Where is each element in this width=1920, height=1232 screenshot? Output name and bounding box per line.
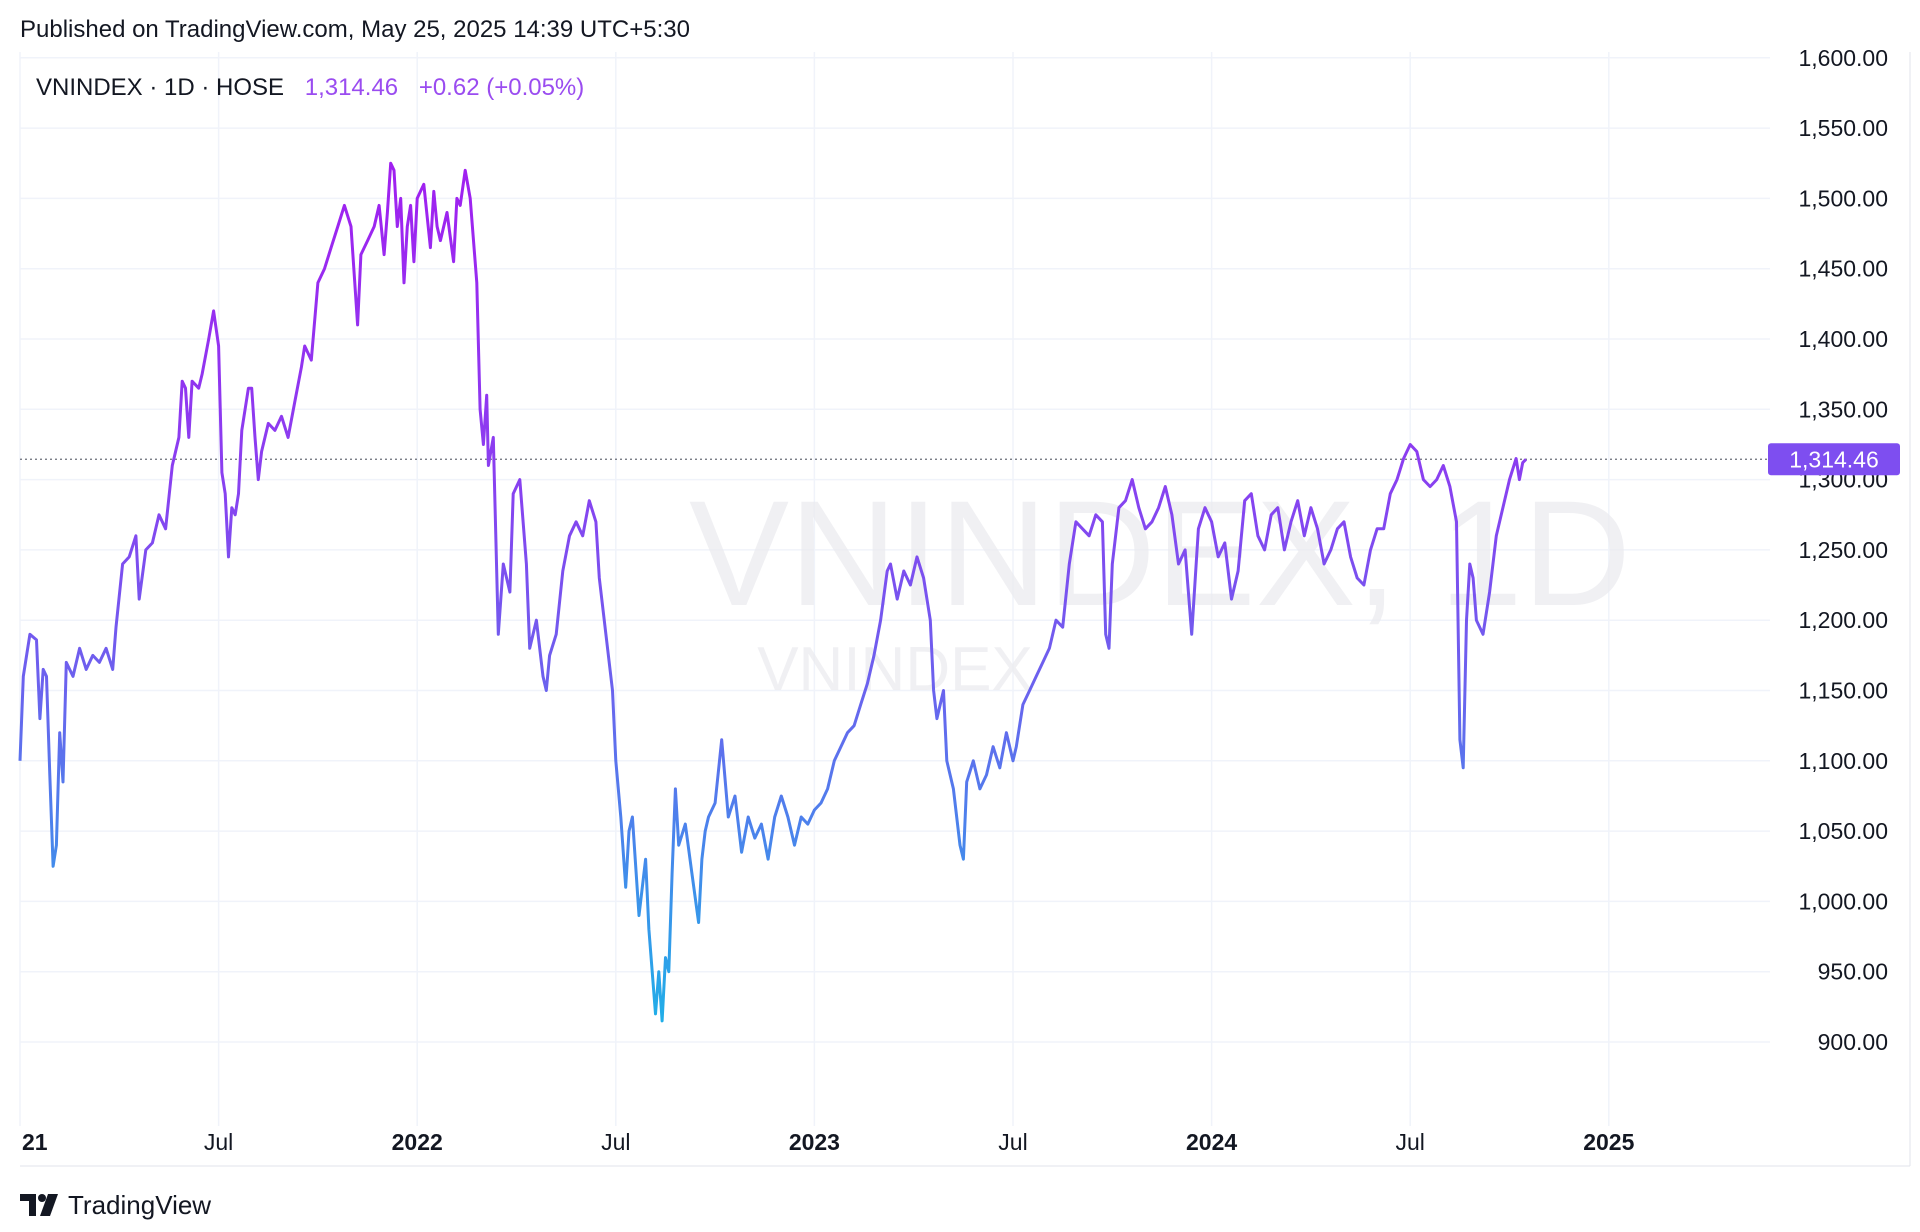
tradingview-logo[interactable]: TradingView [20, 1188, 211, 1222]
svg-text:VNINDEX · 1D · HOSE 1,31: VNINDEX · 1D · HOSE 1,314.46 +0.62 (+0.0… [36, 74, 584, 101]
x-tick-label: Jul [601, 1129, 630, 1155]
watermark: VNINDEX, 1D VNINDEX [689, 469, 1631, 704]
y-tick-label: 1,050.00 [1798, 818, 1888, 844]
y-tick-label: 900.00 [1818, 1029, 1888, 1055]
x-tick-label: 2023 [789, 1129, 840, 1155]
last-price-tag-bg [1768, 443, 1900, 476]
y-tick-label: 1,150.00 [1798, 678, 1888, 704]
y-axis[interactable]: 900.00 950.00 1,000.00 1,050.00 1,100.00 1,15… [1798, 45, 1888, 1055]
symbol-legend[interactable]: VNINDEX · 1D · HOSE 1,314.46 +0.62 (+0.0… [36, 74, 584, 101]
watermark-sub: VNINDEX [757, 635, 1033, 704]
published-text: Published on TradingView.com, May 25, 20… [20, 16, 690, 43]
price-series-line[interactable] [18, 161, 1528, 1023]
x-axis[interactable]: 21 Jul 2022 Jul 2023 Jul 2024 Jul 2025 [22, 1129, 1635, 1155]
y-tick-label: 1,400.00 [1798, 326, 1888, 352]
x-tick-label: Jul [204, 1129, 233, 1155]
y-tick-label: 1,000.00 [1798, 888, 1888, 914]
watermark-main: VNINDEX, 1D [689, 469, 1631, 637]
y-tick-label: 1,200.00 [1798, 607, 1888, 633]
y-tick-label: 1,450.00 [1798, 256, 1888, 282]
y-tick-label: 1,500.00 [1798, 185, 1888, 211]
y-tick-label: 950.00 [1818, 959, 1888, 985]
y-tick-label: 1,350.00 [1798, 396, 1888, 422]
legend-price: 1,314.46 [305, 74, 398, 101]
y-tick-label: 1,600.00 [1798, 45, 1888, 71]
x-tick-label: Jul [1395, 1129, 1424, 1155]
tradingview-brand-text: TradingView [68, 1189, 212, 1220]
last-price-tag-text: 1,314.46 [1789, 446, 1879, 472]
y-tick-label: 1,250.00 [1798, 537, 1888, 563]
symbol-text: VNINDEX · 1D · HOSE [36, 74, 284, 101]
x-tick-label: 2025 [1583, 1129, 1634, 1155]
x-tick-label: 2024 [1186, 1129, 1237, 1155]
grid [19, 52, 1770, 1126]
y-tick-label: 1,550.00 [1798, 115, 1888, 141]
last-price-tag: 1,314.46 [1768, 443, 1900, 476]
tradingview-logo-icon [20, 1194, 58, 1216]
y-tick-label: 1,100.00 [1798, 748, 1888, 774]
legend-change: +0.62 (+0.05%) [419, 74, 584, 101]
x-tick-label: 2022 [392, 1129, 443, 1155]
x-tick-label: 21 [22, 1129, 48, 1155]
x-tick-label: Jul [998, 1129, 1027, 1155]
